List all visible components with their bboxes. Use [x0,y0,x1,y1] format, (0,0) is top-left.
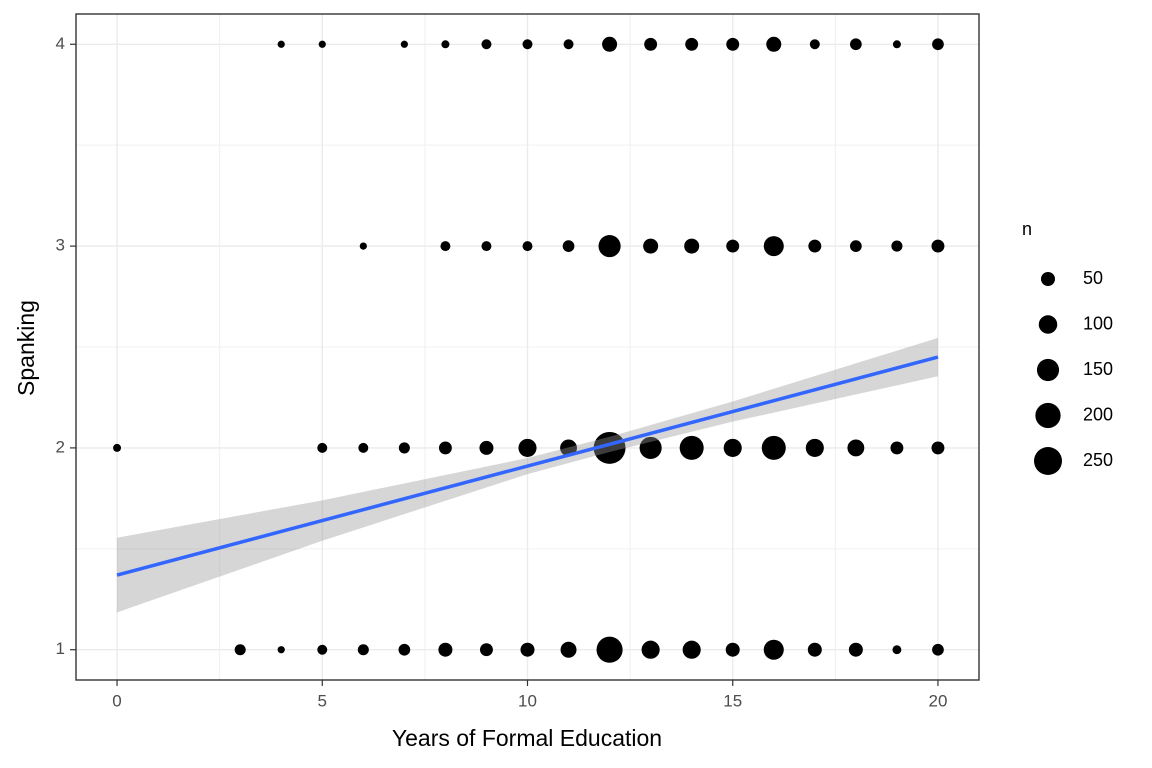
x-tick-label: 0 [112,691,121,710]
legend-label: 100 [1083,313,1113,333]
point [850,38,862,51]
legend-key [1035,402,1061,429]
point [725,642,740,657]
point [277,646,285,654]
point [602,36,618,52]
y-tick-label: 2 [56,437,65,456]
point [726,239,740,253]
point [520,642,535,657]
point [317,442,328,453]
point [522,241,533,252]
point [400,40,408,48]
x-tick-label: 10 [518,691,537,710]
point [763,236,784,257]
point [892,645,902,655]
point [807,642,822,657]
legend-label: 200 [1083,404,1113,424]
point [518,438,537,457]
point [234,644,246,656]
point [318,40,326,48]
point [593,431,626,464]
legend-label: 250 [1083,450,1113,470]
point [892,40,901,49]
point [891,240,903,252]
point [560,439,577,457]
point [808,239,822,253]
fit-line [116,355,939,577]
point [357,644,369,656]
point [682,640,701,659]
point [847,439,865,457]
point [277,40,285,48]
point [761,435,786,460]
point [358,442,369,453]
y-tick-label: 4 [56,34,65,53]
point [766,36,782,52]
point [726,37,740,51]
panel-border [75,13,980,681]
point [890,441,904,455]
point [639,436,662,459]
point [644,37,658,51]
legend-key [1038,315,1058,334]
x-tick-label: 15 [723,691,742,710]
legend-label: 150 [1083,359,1113,379]
point [440,241,451,252]
point [931,441,945,455]
point [684,238,700,254]
point [398,442,410,454]
confidence-band [117,337,938,613]
point [562,240,575,252]
point [763,639,784,660]
point [809,39,820,50]
y-axis-label: Spanking [13,300,39,396]
point [932,643,944,656]
legend-title: n [1022,219,1032,239]
point [850,240,862,252]
legend-key [1041,272,1055,286]
point [723,438,742,457]
point [522,39,533,50]
legend-key [1034,447,1062,475]
point [596,636,623,663]
point [481,241,492,252]
point [359,242,367,250]
point [931,239,945,253]
point [560,641,577,658]
point [479,440,494,455]
point [848,642,863,657]
point [398,643,411,656]
point [113,443,122,452]
point [438,441,452,455]
x-tick-label: 5 [318,691,327,710]
x-tick-label: 20 [928,691,947,710]
point [643,238,659,254]
point [598,235,621,258]
point [563,39,574,50]
point [317,644,328,655]
legend-label: 50 [1083,268,1103,288]
point [805,438,824,457]
y-tick-label: 3 [56,236,65,255]
legend-key [1036,358,1060,382]
x-axis-label: Years of Formal Education [392,725,662,751]
point [679,435,704,460]
point [481,39,492,50]
point [932,38,944,51]
point [438,642,453,657]
point [685,37,699,51]
point [641,640,660,659]
point [441,40,450,49]
y-tick-label: 1 [56,639,65,658]
point [480,643,493,657]
